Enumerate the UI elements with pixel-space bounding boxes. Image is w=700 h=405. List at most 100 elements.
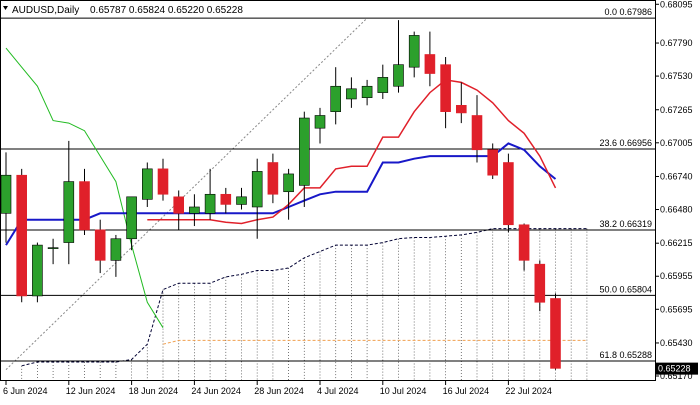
y-tick-label: 0.67005 bbox=[660, 138, 693, 148]
candle-body bbox=[79, 181, 90, 231]
candle-body bbox=[487, 149, 499, 176]
symbol-label: AUDUSD,Daily bbox=[12, 5, 79, 16]
x-axis: 6 Jun 2024 12 Jun 2024 18 Jun 2024 24 Jun 2… bbox=[3, 381, 552, 396]
y-tick-label: 0.66740 bbox=[660, 171, 693, 181]
candle-body bbox=[393, 64, 404, 87]
candle bbox=[424, 31, 436, 87]
candle bbox=[377, 64, 389, 99]
candle-body bbox=[16, 174, 28, 297]
current-price-label: 0.65228 bbox=[658, 364, 691, 374]
candle-body bbox=[440, 64, 451, 112]
chart-frame bbox=[0, 0, 656, 381]
candle bbox=[79, 168, 90, 235]
candle bbox=[267, 153, 279, 204]
candle bbox=[63, 140, 75, 265]
candle-body bbox=[424, 54, 436, 74]
candle bbox=[204, 168, 216, 220]
candle bbox=[110, 234, 122, 277]
candle-body bbox=[408, 35, 420, 68]
x-tick-label: 12 Jun 2024 bbox=[66, 386, 116, 396]
chart-header: AUDUSD,Daily 0.65787 0.65824 0.65220 0.6… bbox=[3, 5, 243, 16]
candle bbox=[251, 158, 263, 239]
candle bbox=[16, 168, 28, 303]
y-tick-label: 0.68095 bbox=[660, 0, 693, 9]
lagging-span-line bbox=[162, 339, 587, 345]
candle-body bbox=[534, 263, 546, 303]
x-tick-label: 16 Jul 2024 bbox=[443, 386, 490, 396]
candle-body bbox=[330, 85, 342, 112]
y-axis: 0.68095 0.67790 0.67530 0.67265 0.67005 0.667… bbox=[655, 0, 698, 381]
candle-body bbox=[94, 229, 106, 261]
current-price-tag bbox=[656, 362, 698, 375]
fib-levels-layer: 0.0 0.67986 23.6 0.66956 38.2 0.66319 50.0 … bbox=[0, 7, 655, 362]
green-ma-line bbox=[5, 47, 164, 328]
fib-level-label: 50.0 0.65804 bbox=[599, 284, 652, 294]
candle bbox=[455, 82, 467, 124]
candle-body bbox=[110, 238, 122, 261]
y-tick-label: 0.65430 bbox=[660, 338, 693, 348]
candle-body bbox=[32, 244, 43, 297]
candle bbox=[314, 107, 326, 144]
y-tick-label: 0.67530 bbox=[660, 71, 693, 81]
fib-level-label: 23.6 0.66956 bbox=[599, 138, 652, 148]
candle-body bbox=[63, 181, 75, 243]
candle bbox=[440, 57, 451, 129]
candle-body bbox=[314, 115, 326, 129]
candle-body bbox=[550, 298, 561, 369]
candle bbox=[503, 153, 514, 233]
candle-body bbox=[455, 105, 467, 114]
candle-body bbox=[471, 115, 483, 151]
x-tick-label: 24 Jun 2024 bbox=[191, 386, 241, 396]
y-tick-label: 0.67265 bbox=[660, 105, 693, 115]
x-tick-label: 6 Jun 2024 bbox=[3, 386, 48, 396]
candle-body bbox=[361, 85, 373, 98]
ohlc-label: 0.65787 0.65824 0.65220 0.65228 bbox=[90, 5, 243, 16]
x-tick-label: 4 Jul 2024 bbox=[317, 386, 359, 396]
y-tick-label: 0.65170 bbox=[660, 371, 693, 381]
candle-body bbox=[142, 168, 153, 200]
candle bbox=[32, 242, 43, 303]
y-tick-label: 0.66215 bbox=[660, 238, 693, 248]
candle bbox=[471, 95, 483, 163]
candle-body bbox=[47, 247, 59, 249]
candle-body bbox=[189, 206, 200, 214]
candle bbox=[550, 293, 561, 370]
candle bbox=[173, 190, 184, 230]
candle-body bbox=[518, 224, 530, 261]
y-tick-label: 0.65955 bbox=[660, 271, 693, 281]
fib-level-label: 61.8 0.65288 bbox=[599, 350, 652, 360]
candle-body bbox=[267, 162, 279, 195]
candle bbox=[330, 67, 342, 125]
cloud-span-line bbox=[21, 228, 587, 367]
red-ma-line bbox=[147, 79, 557, 225]
x-tick-label: 18 Jun 2024 bbox=[129, 386, 179, 396]
candle bbox=[236, 187, 247, 210]
candle bbox=[126, 196, 137, 251]
candle-body bbox=[220, 193, 232, 205]
candle bbox=[487, 143, 499, 180]
candle bbox=[298, 111, 310, 207]
candle-body bbox=[157, 168, 169, 195]
candle bbox=[518, 223, 530, 271]
x-tick-label: 22 Jul 2024 bbox=[505, 386, 552, 396]
candle-body bbox=[126, 196, 137, 240]
candle bbox=[157, 158, 169, 201]
candle-body bbox=[283, 173, 294, 193]
symbol-marker-icon bbox=[3, 6, 8, 10]
y-tick-label: 0.66480 bbox=[660, 205, 693, 215]
candle bbox=[189, 194, 200, 227]
candle bbox=[47, 238, 59, 265]
candle bbox=[393, 20, 404, 93]
candle-body bbox=[0, 174, 12, 214]
candle-body bbox=[236, 196, 247, 205]
candle-body bbox=[298, 117, 310, 186]
y-tick-label: 0.65695 bbox=[660, 304, 693, 314]
candle-body bbox=[346, 88, 357, 100]
candle bbox=[283, 168, 294, 220]
candle-body bbox=[503, 162, 514, 226]
candle bbox=[534, 260, 546, 312]
moving-averages-layer bbox=[5, 47, 557, 328]
